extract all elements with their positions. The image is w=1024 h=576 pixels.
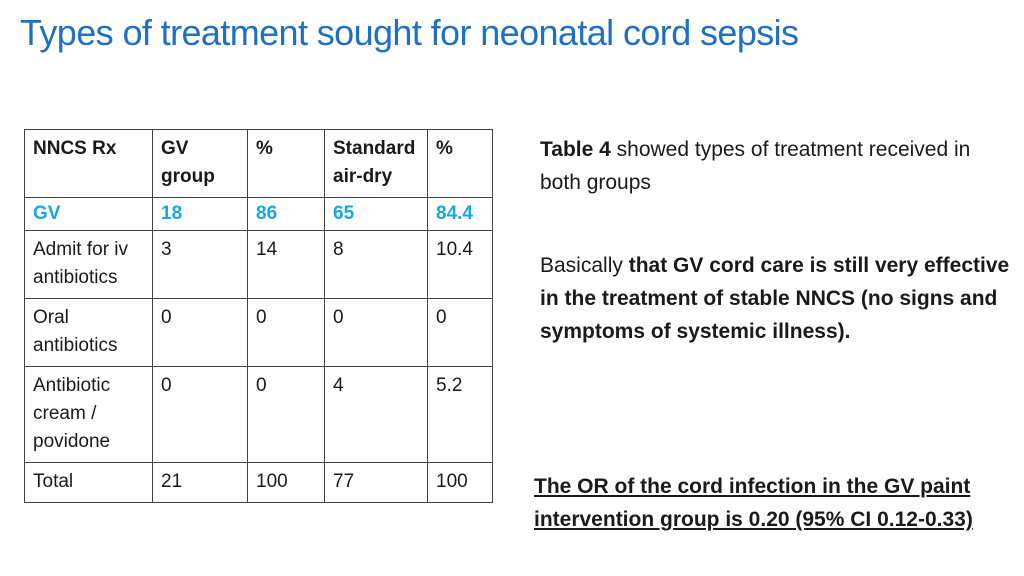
table-cell: 86 (247, 197, 325, 231)
table-row: Admit for iv antibiotics 3 14 8 10.4 (24, 230, 493, 299)
header-standard-percent: % (427, 129, 493, 198)
conclusion-lead: Basically (540, 254, 629, 277)
table-cell: GV (24, 197, 153, 231)
conclusion-note: Basically that GV cord care is still ver… (540, 249, 1020, 348)
table-cell: 5.2 (427, 366, 493, 463)
table-summary-note: Table 4 showed types of treatment receiv… (540, 133, 1010, 199)
table-cell: 65 (324, 197, 428, 231)
table-cell: Antibiotic cream / povidone (24, 366, 153, 463)
table-cell: 84.4 (427, 197, 493, 231)
header-gv-percent: % (247, 129, 325, 198)
header-gv-group: GV group (152, 129, 248, 198)
table-cell: 3 (152, 230, 248, 299)
conclusion-statement: that GV cord care is still very effectiv… (540, 254, 1010, 343)
table-cell: 10.4 (427, 230, 493, 299)
table-cell: 0 (247, 298, 325, 367)
table-row-total: Total 21 100 77 100 (24, 462, 493, 503)
table-cell: Total (24, 462, 153, 503)
table-header-row: NNCS Rx GV group % Standard air-dry % (24, 129, 493, 198)
table-cell: 4 (324, 366, 428, 463)
table-cell: 0 (152, 298, 248, 367)
table-row: Oral antibiotics 0 0 0 0 (24, 298, 493, 367)
treatment-table: NNCS Rx GV group % Standard air-dry % GV… (24, 129, 493, 503)
odds-ratio-note: The OR of the cord infection in the GV p… (534, 475, 973, 531)
table-cell: 0 (324, 298, 428, 367)
table-cell: 8 (324, 230, 428, 299)
table-cell: Oral antibiotics (24, 298, 153, 367)
table-cell: 0 (427, 298, 493, 367)
table-cell: 21 (152, 462, 248, 503)
header-standard-air-dry: Standard air-dry (324, 129, 428, 198)
header-nncs-rx: NNCS Rx (24, 129, 153, 198)
table-cell: 77 (324, 462, 428, 503)
table-row-gv: GV 18 86 65 84.4 (24, 197, 493, 231)
table-cell: 0 (247, 366, 325, 463)
table-row: Antibiotic cream / povidone 0 0 4 5.2 (24, 366, 493, 463)
table-cell: 100 (247, 462, 325, 503)
table-reference: Table 4 (540, 138, 611, 161)
slide-title: Types of treatment sought for neonatal c… (20, 12, 799, 53)
table-cell: Admit for iv antibiotics (24, 230, 153, 299)
table-summary-text: showed types of treatment received in bo… (540, 138, 971, 194)
table-cell: 0 (152, 366, 248, 463)
table-cell: 100 (427, 462, 493, 503)
table-cell: 18 (152, 197, 248, 231)
table-cell: 14 (247, 230, 325, 299)
